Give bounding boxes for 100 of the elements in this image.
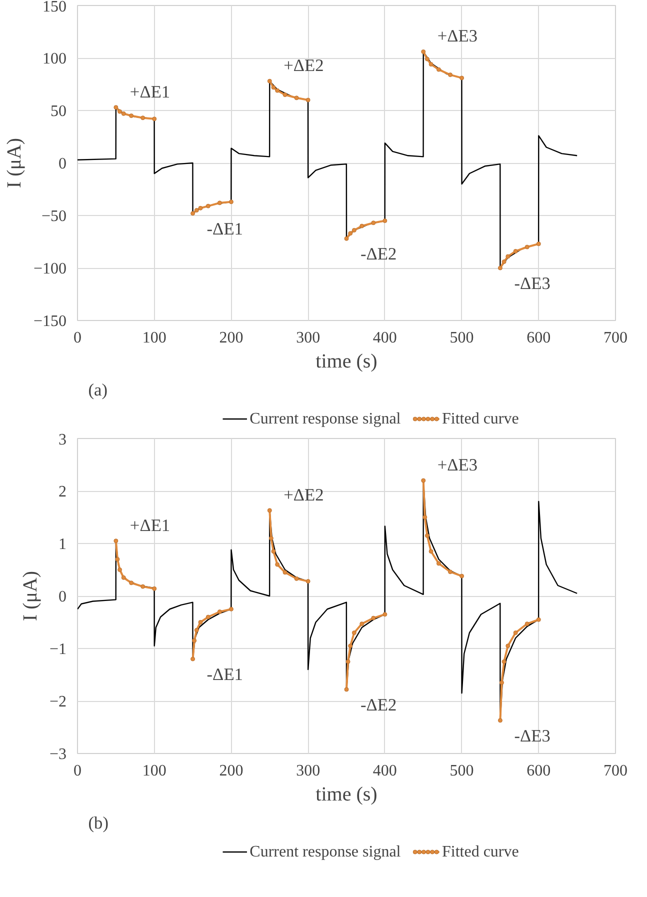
point xyxy=(121,111,126,116)
point xyxy=(346,659,350,664)
point xyxy=(271,549,276,554)
point xyxy=(206,204,210,208)
point xyxy=(424,56,430,62)
x-tick-label: 600 xyxy=(526,762,551,780)
point xyxy=(513,630,518,635)
point xyxy=(502,259,506,264)
legend-label: Current response signal xyxy=(250,410,402,428)
annotation: -ΔE3 xyxy=(514,274,550,293)
annotation: -ΔE2 xyxy=(360,695,397,714)
point xyxy=(118,568,122,572)
point xyxy=(448,570,453,574)
point xyxy=(524,244,530,250)
x-tick-label: 0 xyxy=(74,330,82,346)
y-tick-label: −150 xyxy=(33,313,67,330)
point xyxy=(198,620,203,624)
point xyxy=(448,72,453,78)
point xyxy=(217,610,222,614)
point xyxy=(228,200,234,204)
y-axis-title: I (μA) xyxy=(3,138,26,188)
point xyxy=(192,638,197,643)
point xyxy=(194,208,199,212)
text: (a) xyxy=(88,380,108,400)
point xyxy=(421,49,426,54)
x-tick-label: 100 xyxy=(142,330,166,346)
point xyxy=(275,562,280,567)
point xyxy=(502,659,506,664)
point xyxy=(306,579,310,584)
point xyxy=(271,85,276,90)
point xyxy=(282,570,288,575)
x-tick-label: 300 xyxy=(296,330,320,346)
point xyxy=(140,116,146,120)
y-tick-label: 3 xyxy=(58,432,66,448)
x-tick-label: 600 xyxy=(526,330,551,346)
y-tick-label: −2 xyxy=(49,694,67,710)
point xyxy=(344,687,349,692)
x-tick-label: 400 xyxy=(372,762,397,780)
point xyxy=(422,515,428,520)
text: (b) xyxy=(88,814,109,832)
point xyxy=(421,478,426,483)
point xyxy=(129,114,134,118)
annotation: -ΔE3 xyxy=(514,726,550,746)
y-tick-label: 150 xyxy=(42,0,66,16)
point xyxy=(536,617,541,622)
x-tick-label: 300 xyxy=(296,762,320,780)
point xyxy=(114,105,118,110)
point xyxy=(190,211,196,216)
x-tick-label: 200 xyxy=(219,330,244,346)
point xyxy=(348,231,353,236)
point xyxy=(424,533,430,538)
point xyxy=(460,76,464,80)
point xyxy=(294,576,299,581)
y-tick-label: 2 xyxy=(58,484,66,500)
y-tick-label: 0 xyxy=(58,156,66,172)
point xyxy=(352,228,356,232)
point xyxy=(352,630,356,635)
point xyxy=(382,218,388,223)
point xyxy=(152,586,157,591)
y-tick-label: −100 xyxy=(33,260,67,278)
annotation: -ΔE1 xyxy=(206,219,243,238)
point xyxy=(360,622,364,626)
point xyxy=(524,622,530,626)
x-tick-label: 500 xyxy=(450,762,474,780)
y-tick-label: 50 xyxy=(50,103,66,120)
y-tick-label: 100 xyxy=(42,50,66,68)
point xyxy=(268,536,274,540)
point xyxy=(217,200,222,206)
x-tick-label: 200 xyxy=(219,762,244,780)
point xyxy=(506,254,510,259)
point xyxy=(428,549,434,554)
point xyxy=(198,206,203,210)
legend-label: Fitted curve xyxy=(442,410,519,428)
point xyxy=(460,574,464,578)
point xyxy=(306,98,310,102)
point xyxy=(371,220,376,226)
point xyxy=(152,116,157,122)
point xyxy=(498,718,502,723)
annotation: +ΔE3 xyxy=(437,456,478,474)
point xyxy=(267,508,272,513)
x-tick-label: 700 xyxy=(604,762,628,780)
y-tick-label: 1 xyxy=(58,536,66,553)
y-tick-label: −50 xyxy=(41,208,67,225)
point xyxy=(371,616,376,620)
x-tick-label: 700 xyxy=(604,330,628,346)
point xyxy=(294,96,299,100)
point xyxy=(206,614,210,620)
point xyxy=(360,224,364,228)
x-tick-label: 0 xyxy=(74,762,82,780)
point xyxy=(428,62,434,67)
point xyxy=(118,109,122,114)
annotation: +ΔE1 xyxy=(130,516,170,535)
point xyxy=(344,236,349,241)
legend-label: Fitted curve xyxy=(442,844,519,860)
point xyxy=(506,644,510,648)
x-axis-title: time (s) xyxy=(316,350,378,372)
annotation: +ΔE3 xyxy=(437,26,478,46)
x-tick-label: 400 xyxy=(372,330,397,346)
annotation: +ΔE1 xyxy=(130,82,170,102)
point xyxy=(121,575,126,580)
